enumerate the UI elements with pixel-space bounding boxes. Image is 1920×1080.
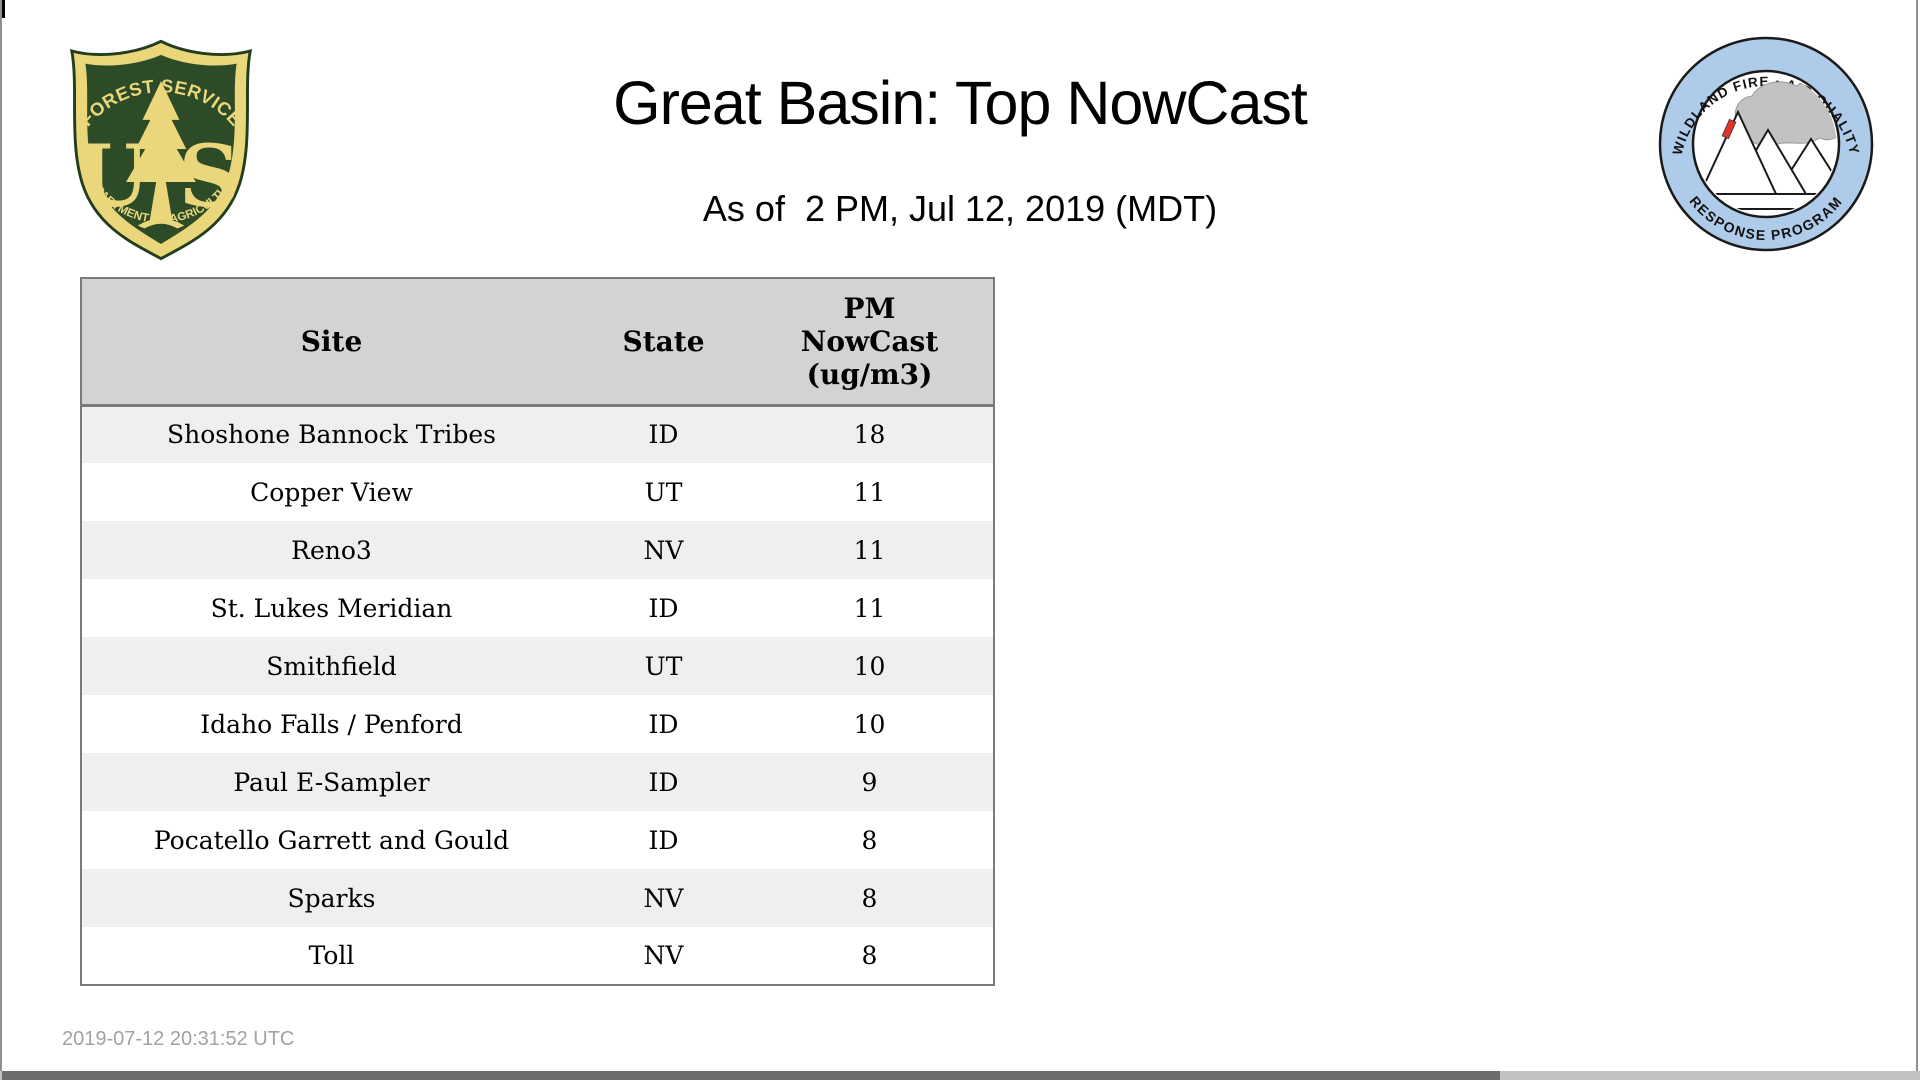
state-cell: ID	[648, 593, 679, 623]
state-cell: NV	[643, 941, 684, 970]
site-cell: Reno3	[291, 535, 372, 565]
fire-icon	[1721, 118, 1737, 140]
table-row: St. Lukes Meridian ID 11	[81, 579, 994, 637]
air-quality-program-logo: WILDLAND FIRE • AIR QUALITY RESPONSE PRO…	[1658, 36, 1874, 252]
page-title: Great Basin: Top NowCast	[613, 69, 1308, 137]
site-cell: Toll	[308, 941, 355, 970]
state-cell: ID	[648, 709, 679, 739]
page-left-border	[0, 0, 2, 1080]
state-cell: UT	[644, 477, 683, 507]
value-cell: 11	[853, 477, 886, 507]
value-cell: 9	[861, 767, 878, 797]
smoke-icon	[1734, 81, 1837, 147]
state-cell: ID	[648, 420, 679, 450]
site-cell: Copper View	[250, 477, 413, 507]
site-cell: Paul E-Sampler	[233, 767, 430, 797]
site-cell: Idaho Falls / Penford	[200, 709, 463, 739]
state-cell: ID	[648, 767, 679, 797]
horizontal-scrollbar-thumb[interactable]	[2, 1071, 1500, 1080]
table-row: Pocatello Garrett and Gould ID 8	[81, 811, 994, 869]
column-header-state: State	[581, 278, 746, 407]
column-header-pm-nowcast: PM NowCast (ug/m3)	[746, 278, 994, 407]
value-cell: 11	[853, 535, 886, 565]
page-right-border	[1916, 0, 1918, 1080]
value-cell: 8	[861, 941, 878, 970]
pine-tree-icon	[126, 81, 196, 229]
value-cell: 10	[853, 709, 886, 739]
table-row: Idaho Falls / Penford ID 10	[81, 695, 994, 753]
value-cell: 8	[861, 883, 878, 913]
site-cell: St. Lukes Meridian	[210, 593, 453, 623]
window-corner-mark	[0, 0, 5, 18]
site-cell: Sparks	[287, 883, 376, 913]
page-subtitle: As of 2 PM, Jul 12, 2019 (MDT)	[702, 188, 1218, 229]
table-header: Site State PM NowCast (ug/m3)	[81, 278, 994, 407]
value-cell: 10	[853, 651, 886, 681]
value-cell: 8	[861, 825, 878, 855]
generated-timestamp: 2019-07-12 20:31:52 UTC	[62, 1028, 295, 1050]
table-row: Paul E-Sampler ID 9	[81, 753, 994, 811]
horizontal-scrollbar-track[interactable]	[0, 1071, 1920, 1080]
table-row: Copper View UT 11	[81, 463, 994, 521]
forest-service-logo: FOREST SERVICE U S DEPARTMENT OF AGRICUL…	[64, 36, 253, 261]
state-cell: NV	[643, 883, 684, 913]
column-header-site: Site	[81, 278, 581, 407]
site-cell: Pocatello Garrett and Gould	[153, 825, 510, 855]
site-cell: Smithfield	[266, 651, 397, 681]
state-cell: UT	[644, 651, 683, 681]
table-row: Sparks NV 8	[81, 869, 994, 927]
table-row: Smithfield UT 10	[81, 637, 994, 695]
table-row: Toll NV 8	[81, 927, 994, 985]
state-cell: NV	[643, 535, 684, 565]
table-row: Reno3 NV 11	[81, 521, 994, 579]
value-cell: 11	[853, 593, 886, 623]
site-cell: Shoshone Bannock Tribes	[167, 420, 496, 450]
table-row: Shoshone Bannock Tribes ID 18	[81, 405, 994, 463]
state-cell: ID	[648, 825, 679, 855]
value-cell: 18	[853, 420, 886, 450]
nowcast-table: Site State PM NowCast (ug/m3) Shoshone B…	[80, 277, 995, 986]
